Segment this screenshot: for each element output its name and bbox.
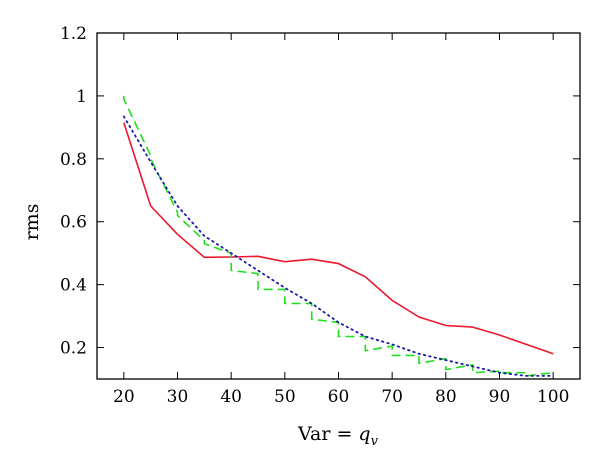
x-axis-label-prefix: Var = [297, 423, 358, 445]
series-line-dotted [122, 115, 555, 377]
x-axis-label-variable: q [358, 423, 370, 445]
y-tick-label: 0.4 [60, 276, 87, 296]
x-tick-label: 30 [167, 387, 189, 407]
x-tick-label: 90 [489, 387, 511, 407]
x-axis-label-subscript: v [371, 434, 379, 449]
x-tick-label: 50 [274, 387, 296, 407]
x-tick-label: 20 [113, 387, 135, 407]
x-tick-label: 40 [220, 387, 242, 407]
y-tick-label: 0.8 [60, 150, 87, 170]
x-axis-label: Var = qv [297, 423, 379, 449]
y-tick-label: 0.2 [60, 339, 87, 359]
x-tick-label: 80 [435, 387, 457, 407]
x-tick-label: 60 [328, 387, 350, 407]
series-line-solid [123, 122, 554, 355]
x-tick-label: 100 [537, 387, 569, 407]
y-tick-label: 1.2 [60, 24, 87, 44]
x-tick-label: 70 [381, 387, 403, 407]
series-line-dashed [123, 95, 555, 377]
plot-frame [96, 32, 581, 380]
y-tick-label: 0.6 [60, 213, 87, 233]
y-tick-label: 1 [76, 87, 87, 107]
y-axis-label: rms [21, 204, 43, 241]
